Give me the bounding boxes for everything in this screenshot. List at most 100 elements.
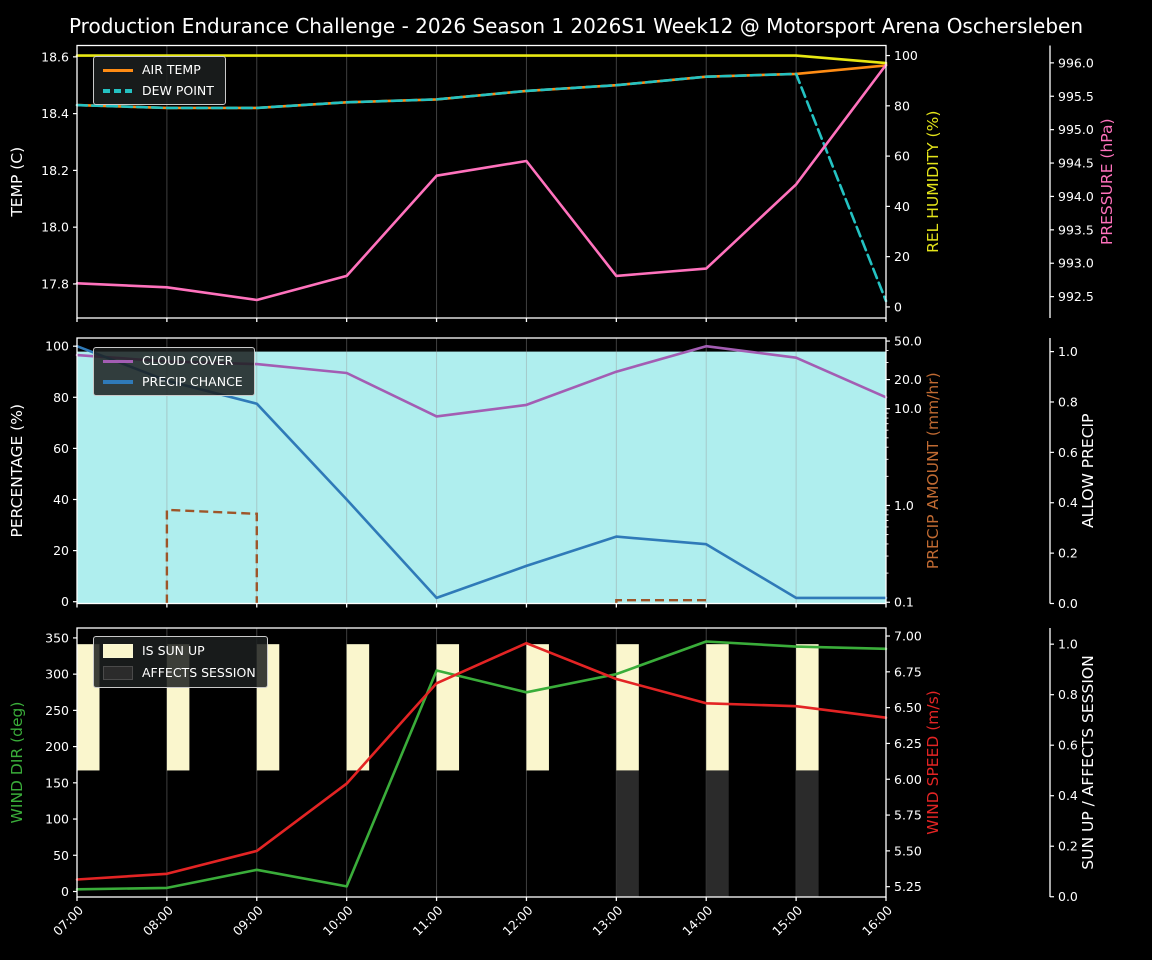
panel-spines	[76, 337, 887, 605]
cloud-cover-line-swatch	[103, 359, 133, 363]
y-tick-label-temp: 18.0	[41, 220, 69, 235]
affects-session-patch-swatch	[103, 666, 133, 680]
series-wind-speed	[75, 641, 888, 881]
y-tick-label-sun: 0.8	[1058, 687, 1078, 702]
axis-label-wind_dir: WIND DIR (deg)	[8, 702, 26, 824]
y-tick-label-pressure: 995.5	[1058, 89, 1094, 104]
legend-label-cloud-cover: CLOUD COVER	[142, 353, 234, 368]
y-tick-label-wind_speed: 6.75	[894, 664, 922, 679]
legend-item-is-sun-up: IS SUN UP	[103, 644, 256, 658]
series-precip-amount	[615, 598, 708, 604]
panel-spines	[76, 627, 887, 898]
axis-label-sun: SUN UP / AFFECTS SESSION	[1079, 655, 1097, 869]
y-tick-label-allow_precip: 0.2	[1058, 546, 1078, 561]
y-tick-label-pressure: 993.5	[1058, 222, 1094, 237]
chart-title: Production Endurance Challenge - 2026 Se…	[68, 14, 1084, 38]
y-tick-label-wind_speed: 7.00	[894, 629, 922, 644]
legend-item-air-temp: AIR TEMP	[103, 62, 214, 77]
y-tick-label-wind_dir: 200	[45, 739, 69, 754]
y-tick-label-wind_dir: 350	[45, 630, 69, 645]
axis-label-percentage: PERCENTAGE (%)	[8, 404, 26, 538]
y-tick-label-wind_speed: 6.25	[894, 736, 922, 751]
y-tick-label-allow_precip: 0.0	[1058, 596, 1078, 611]
y-tick-label-percentage: 80	[53, 390, 69, 405]
y-tick-label-pressure: 994.0	[1058, 189, 1094, 204]
x-tick-label: 14:00	[679, 902, 715, 938]
bar-is-sun-up	[706, 644, 729, 771]
series-dew-point	[75, 72, 888, 303]
y-tick-label-wind_speed: 5.75	[894, 808, 922, 823]
dew-point-line-swatch	[103, 89, 133, 93]
legend-item-dew-point: DEW POINT	[103, 82, 214, 98]
series-rel-humidity	[75, 54, 888, 65]
y-tick-label-pressure: 994.5	[1058, 156, 1094, 171]
y-tick-label-wind_dir: 0	[61, 884, 69, 899]
y-tick-label-sun: 1.0	[1058, 637, 1078, 652]
y-tick-label-precip_amount: 0.1	[894, 595, 914, 610]
y-tick-label-temp: 18.4	[41, 106, 69, 121]
y-tick-label-wind_dir: 250	[45, 703, 69, 718]
y-tick-label-temp: 17.8	[41, 276, 69, 291]
legend-cloud-precip-panel: CLOUD COVER PRECIP CHANCE	[93, 347, 255, 396]
y-tick-label-temp: 18.6	[41, 49, 69, 64]
y-tick-label-humidity: 100	[894, 48, 918, 63]
legend-label-dew-point: DEW POINT	[142, 82, 214, 98]
panel-spines	[76, 44, 887, 319]
panel-cloud-precip: 0 20 40 60 80 100 PERCENTAGE (%) 50.0 20.0 10.0 1.…	[8, 334, 1097, 611]
sun-up-patch-swatch	[103, 644, 133, 658]
y-tick-label-percentage: 60	[53, 441, 69, 456]
y-tick-label-wind_dir: 300	[45, 667, 69, 682]
y-tick-label-wind_speed: 6.50	[894, 700, 922, 715]
x-tick-label: 08:00	[140, 902, 176, 938]
y-tick-label-precip_amount: 10.0	[894, 401, 922, 416]
bar-is-sun-up	[346, 644, 370, 771]
y-tick-label-pressure: 995.0	[1058, 122, 1094, 137]
legend-wind-sun-panel: IS SUN UP AFFECTS SESSION	[93, 636, 268, 688]
precip-chance-line-swatch	[103, 380, 133, 384]
x-tick-label: 12:00	[499, 902, 535, 938]
panel-temperature-humidity-pressure: 17.8 18.0 18.2 18.4 18.6 TEMP (C) 0 20 40 60 80 100…	[8, 44, 1116, 322]
bar-is-sun-up	[436, 644, 460, 771]
axis-label-pressure: PRESSURE (hPa)	[1098, 119, 1116, 246]
bar-is-sun-up	[616, 644, 639, 771]
y-tick-label-precip_amount: 20.0	[894, 372, 922, 387]
y-tick-label-percentage: 40	[53, 492, 69, 507]
y-tick-label-allow_precip: 0.6	[1058, 445, 1078, 460]
y-tick-label-humidity: 0	[894, 299, 902, 314]
legend-label-affects-session: AFFECTS SESSION	[142, 664, 256, 680]
y-tick-label-sun: 0.6	[1058, 738, 1078, 753]
x-tick-label: 07:00	[50, 902, 86, 938]
y-tick-label-humidity: 40	[894, 199, 910, 214]
y-tick-label-wind_dir: 50	[53, 848, 69, 863]
y-tick-label-wind_speed: 5.50	[894, 843, 922, 858]
air-temp-line-swatch	[103, 68, 133, 72]
series-pressure	[75, 63, 888, 302]
y-tick-label-allow_precip: 1.0	[1058, 344, 1078, 359]
y-tick-label-percentage: 100	[45, 339, 69, 354]
x-tick-label: 11:00	[410, 902, 446, 938]
y-tick-label-percentage: 20	[53, 543, 69, 558]
legend-label-air-temp: AIR TEMP	[142, 62, 201, 77]
legend-label-is-sun-up: IS SUN UP	[142, 642, 205, 658]
legend-temperature-panel: AIR TEMP DEW POINT	[93, 56, 226, 105]
y-tick-label-sun: 0.4	[1058, 788, 1078, 803]
y-tick-label-sun: 0.2	[1058, 839, 1078, 854]
axis-label-allow_precip: ALLOW PRECIP	[1079, 414, 1097, 528]
bar-affects-session	[796, 770, 819, 897]
y-tick-label-precip_amount: 50.0	[894, 334, 922, 349]
bar-affects-session	[616, 770, 639, 897]
axis-label-precip_amount: PRECIP AMOUNT (mm/hr)	[924, 372, 942, 569]
y-tick-label-pressure: 992.5	[1058, 289, 1094, 304]
legend-item-precip-chance: PRECIP CHANCE	[103, 375, 243, 389]
y-tick-label-wind_dir: 150	[45, 775, 69, 790]
y-tick-label-humidity: 60	[894, 149, 910, 164]
y-tick-label-humidity: 20	[894, 249, 910, 264]
bar-affects-session	[706, 770, 729, 897]
y-tick-label-sun: 0.0	[1058, 889, 1078, 904]
y-tick-label-allow_precip: 0.4	[1058, 495, 1078, 510]
legend-item-affects-session: AFFECTS SESSION	[103, 666, 256, 680]
x-tick-label: 16:00	[859, 902, 895, 938]
y-tick-label-humidity: 80	[894, 98, 910, 113]
axis-label-humidity: REL HUMIDITY (%)	[924, 111, 942, 253]
